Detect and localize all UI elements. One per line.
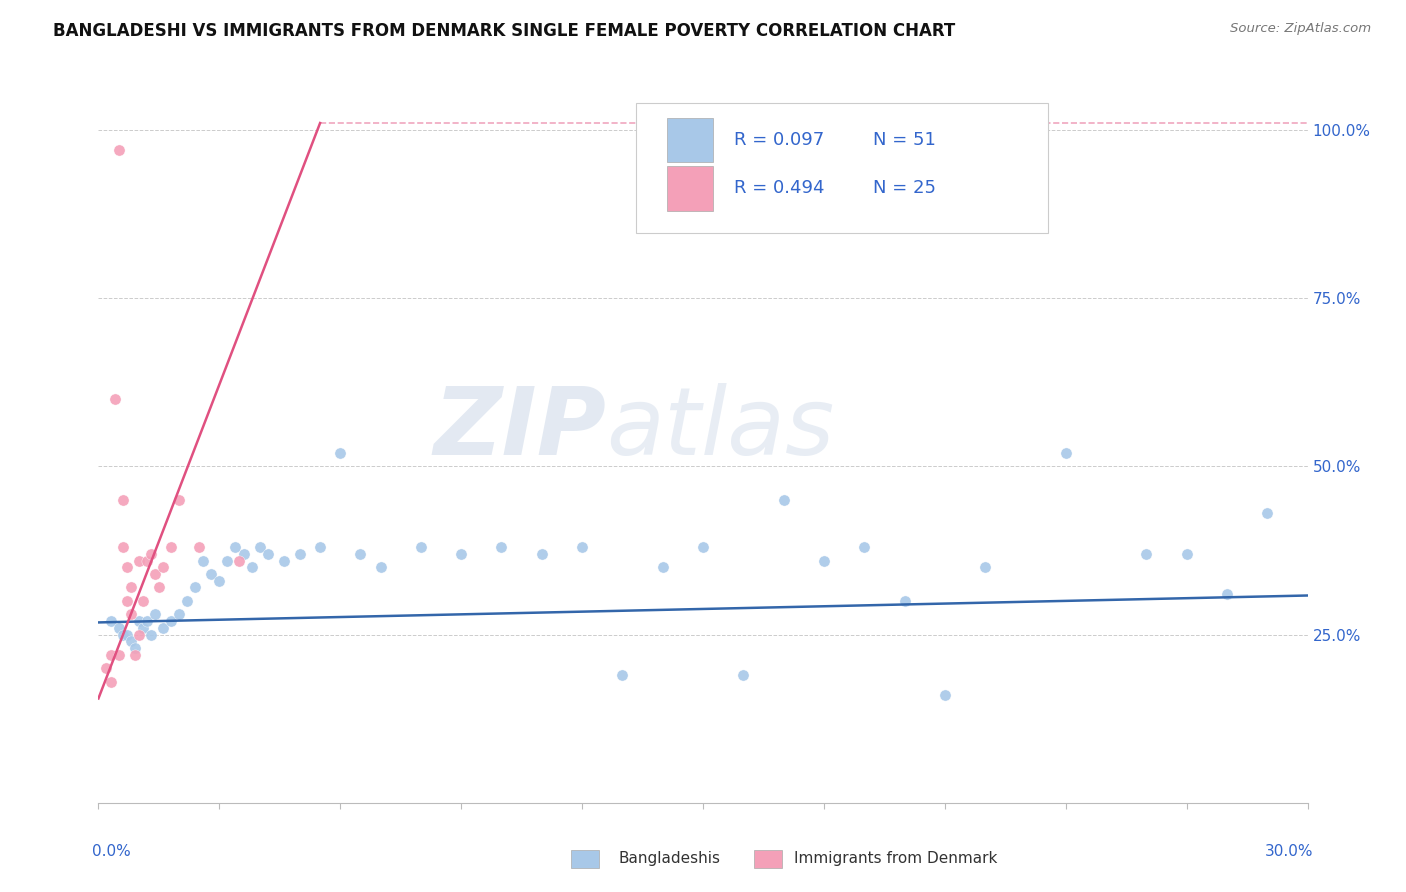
Point: [184, 581, 207, 595]
Point: [167, 492, 190, 507]
Point: [240, 560, 263, 574]
Point: [107, 143, 129, 157]
Point: [224, 540, 246, 554]
Point: [893, 594, 915, 608]
Point: [135, 553, 157, 567]
Point: [692, 540, 714, 554]
Point: [167, 607, 190, 622]
Text: 30.0%: 30.0%: [1265, 844, 1313, 858]
Point: [193, 553, 215, 567]
Point: [200, 566, 222, 581]
FancyBboxPatch shape: [637, 103, 1047, 233]
Point: [107, 648, 129, 662]
Point: [813, 553, 835, 567]
Point: [115, 594, 138, 608]
Point: [530, 547, 553, 561]
Point: [128, 553, 150, 567]
Point: [612, 668, 634, 682]
Point: [853, 540, 876, 554]
Text: ZIP: ZIP: [433, 383, 606, 475]
Point: [132, 594, 155, 608]
Point: [139, 627, 162, 641]
Point: [148, 581, 170, 595]
Point: [103, 392, 125, 406]
Point: [217, 553, 239, 567]
Point: [100, 614, 122, 628]
Point: [273, 553, 295, 567]
Point: [128, 614, 150, 628]
Point: [1256, 507, 1278, 521]
Point: [188, 540, 211, 554]
Point: [120, 607, 142, 622]
Text: N = 25: N = 25: [873, 179, 936, 197]
Text: BANGLADESHI VS IMMIGRANTS FROM DENMARK SINGLE FEMALE POVERTY CORRELATION CHART: BANGLADESHI VS IMMIGRANTS FROM DENMARK S…: [53, 22, 956, 40]
Point: [256, 547, 278, 561]
Point: [1216, 587, 1239, 601]
Point: [974, 560, 997, 574]
Text: N = 51: N = 51: [873, 131, 936, 149]
Point: [100, 648, 122, 662]
Point: [772, 492, 794, 507]
Point: [309, 540, 332, 554]
Text: Source: ZipAtlas.com: Source: ZipAtlas.com: [1230, 22, 1371, 36]
Bar: [666, 166, 713, 211]
Point: [111, 540, 134, 554]
Point: [934, 688, 956, 702]
Point: [124, 648, 146, 662]
Point: [132, 621, 155, 635]
Point: [176, 594, 198, 608]
Text: atlas: atlas: [606, 384, 835, 475]
Text: 0.0%: 0.0%: [93, 844, 131, 858]
Point: [160, 540, 183, 554]
Bar: [666, 118, 713, 162]
Point: [111, 492, 134, 507]
Point: [491, 540, 513, 554]
Point: [1054, 446, 1077, 460]
Point: [100, 674, 122, 689]
Point: [1135, 547, 1157, 561]
Point: [370, 560, 392, 574]
Point: [135, 614, 157, 628]
Point: [128, 627, 150, 641]
Point: [329, 446, 352, 460]
Point: [1175, 547, 1198, 561]
Point: [139, 547, 162, 561]
Text: Immigrants from Denmark: Immigrants from Denmark: [794, 851, 998, 865]
Point: [733, 668, 755, 682]
Point: [111, 627, 134, 641]
Point: [143, 607, 166, 622]
Point: [651, 560, 673, 574]
Point: [115, 627, 138, 641]
Point: [232, 547, 254, 561]
Point: [115, 560, 138, 574]
Point: [571, 540, 593, 554]
Point: [96, 661, 118, 675]
Point: [120, 581, 142, 595]
Text: Bangladeshis: Bangladeshis: [619, 851, 721, 865]
Point: [349, 547, 371, 561]
Point: [152, 621, 174, 635]
Point: [143, 566, 166, 581]
Point: [208, 574, 231, 588]
Point: [120, 634, 142, 648]
Point: [228, 553, 250, 567]
Point: [107, 621, 129, 635]
Point: [288, 547, 311, 561]
Point: [409, 540, 432, 554]
Point: [160, 614, 183, 628]
Point: [249, 540, 271, 554]
Point: [152, 560, 174, 574]
Text: R = 0.097: R = 0.097: [734, 131, 825, 149]
Point: [124, 640, 146, 655]
Point: [450, 547, 472, 561]
Text: R = 0.494: R = 0.494: [734, 179, 825, 197]
